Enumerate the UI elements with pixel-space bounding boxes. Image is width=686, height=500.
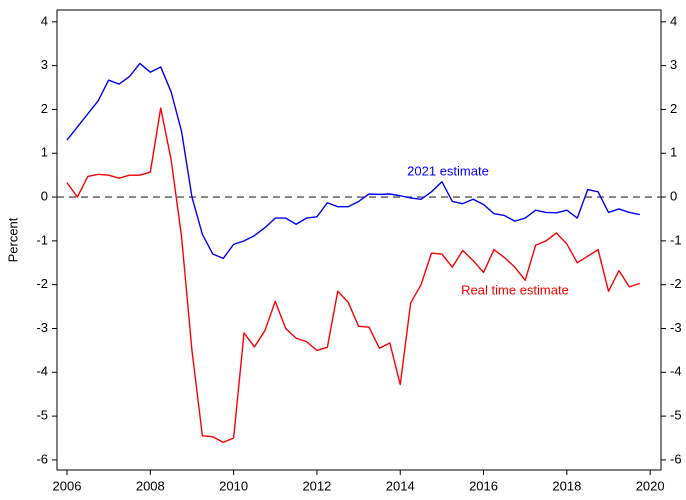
y2-tick-label: 0 [670, 189, 677, 204]
y-tick-label: 2 [41, 101, 48, 116]
y-tick-label: -4 [36, 364, 48, 379]
y2-tick-label: -3 [670, 320, 682, 335]
y-tick-label: 3 [41, 57, 48, 72]
x-tick-label: 2014 [386, 478, 415, 493]
y2-tick-label: 2 [670, 101, 677, 116]
y-tick-label: -2 [36, 276, 48, 291]
y2-tick-label: -1 [670, 232, 682, 247]
y2-tick-label: 4 [670, 13, 677, 28]
series-line [66, 62, 640, 260]
y-tick-label: -5 [36, 408, 48, 423]
y2-tick-label: -6 [670, 451, 682, 466]
y-tick-label: 0 [41, 189, 48, 204]
y-tick-label: -6 [36, 451, 48, 466]
y2-tick-label: 1 [670, 145, 677, 160]
x-tick-label: 2018 [552, 478, 581, 493]
x-tick-label: 2016 [469, 478, 498, 493]
x-tick-label: 2010 [219, 478, 248, 493]
y2-tick-label: -5 [670, 408, 682, 423]
y-tick-label: -3 [36, 320, 48, 335]
y-tick-label: -1 [36, 232, 48, 247]
x-tick-label: 2008 [136, 478, 165, 493]
x-tick-label: 2020 [636, 478, 665, 493]
series-line [66, 107, 640, 444]
series-label: 2021 estimate [407, 163, 489, 178]
plot-frame [56, 9, 662, 471]
x-tick-label: 2006 [53, 478, 82, 493]
y-tick-label: 4 [41, 13, 48, 28]
y2-tick-label: -2 [670, 276, 682, 291]
x-tick-label: 2012 [302, 478, 331, 493]
y-tick-label: 1 [41, 145, 48, 160]
series-label: Real time estimate [461, 282, 569, 297]
y2-tick-label: 3 [670, 57, 677, 72]
y2-tick-label: -4 [670, 364, 682, 379]
y-axis-label: Percent [5, 217, 20, 262]
